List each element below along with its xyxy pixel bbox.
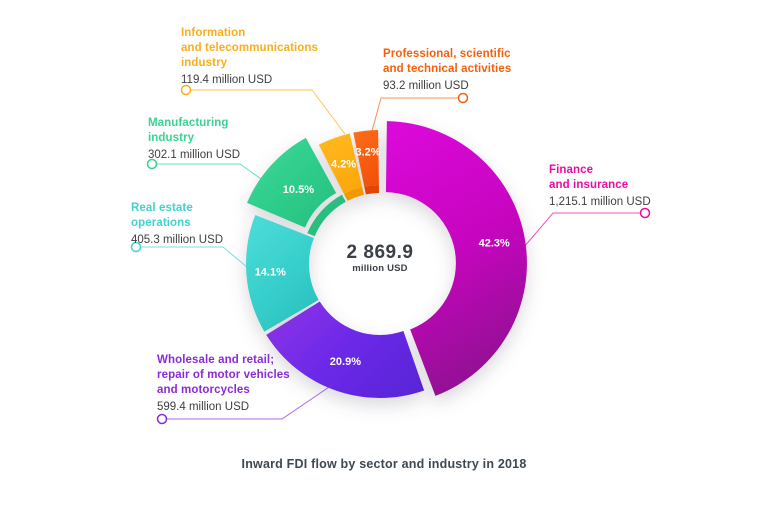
percent-label: 42.3% bbox=[479, 238, 510, 250]
percent-label: 4.2% bbox=[331, 158, 356, 170]
percent-label: 14.1% bbox=[255, 266, 286, 278]
pie-slice bbox=[353, 130, 379, 187]
category-value: 405.3 million USD bbox=[131, 234, 224, 246]
slice-base-arc bbox=[307, 194, 346, 237]
callout-finance: Finance and insurance 1,215.1 million US… bbox=[549, 163, 651, 210]
category-value: 302.1 million USD bbox=[148, 149, 241, 161]
category-value: 1,215.1 million USD bbox=[549, 196, 651, 208]
donut-slices bbox=[245, 121, 527, 398]
category-value: 119.4 million USD bbox=[181, 74, 273, 86]
callout-connector bbox=[130, 241, 254, 273]
slice-inner-band bbox=[343, 187, 364, 201]
category-label: Wholesale and retail; repair of motor ve… bbox=[157, 354, 290, 396]
chart-title: Inward FDI flow by sector and industry i… bbox=[241, 457, 527, 471]
percent-label: 20.9% bbox=[330, 356, 361, 368]
pie-slice bbox=[245, 215, 319, 332]
category-label: Professional, scientific and technical a… bbox=[383, 48, 512, 75]
slice-inner-band bbox=[364, 185, 380, 195]
callout-connector bbox=[156, 380, 339, 425]
percent-label: 10.5% bbox=[283, 184, 314, 196]
callout-info-telecom: Information and telecommunications indus… bbox=[181, 26, 318, 88]
pie-slice bbox=[247, 137, 337, 228]
callout-connector bbox=[180, 84, 346, 135]
percent-label: 3.2% bbox=[355, 147, 380, 159]
total-value: 2 869.9 bbox=[346, 242, 414, 263]
callout-connector bbox=[523, 207, 651, 248]
pie-slice bbox=[266, 301, 425, 398]
percent-labels: 42.3% 20.9% 14.1% 10.5% 4.2%3.2% bbox=[255, 147, 510, 369]
category-value: 93.2 million USD bbox=[383, 80, 469, 92]
pie-slice bbox=[318, 133, 363, 194]
total-unit: million USD bbox=[352, 263, 408, 274]
callout-wholesale: Wholesale and retail; repair of motor ve… bbox=[157, 353, 290, 415]
category-label: Information and telecommunications indus… bbox=[181, 27, 319, 69]
callout-manufacturing: Manufacturing industry 302.1 million USD bbox=[148, 116, 240, 163]
callout-connector bbox=[371, 92, 469, 132]
callout-professional: Professional, scientific and technical a… bbox=[383, 47, 511, 94]
category-label: Manufacturing industry bbox=[148, 117, 229, 144]
pie-slice bbox=[385, 121, 527, 396]
callout-connectors bbox=[130, 84, 651, 425]
category-label: Finance and insurance bbox=[549, 164, 629, 191]
category-label: Real estate operations bbox=[131, 202, 193, 229]
donut-center-total: 2 869.9 million USD bbox=[300, 243, 460, 275]
category-value: 599.4 million USD bbox=[157, 401, 250, 413]
callout-real-estate: Real estate operations 405.3 million USD bbox=[131, 201, 223, 248]
callout-connector bbox=[146, 158, 289, 199]
